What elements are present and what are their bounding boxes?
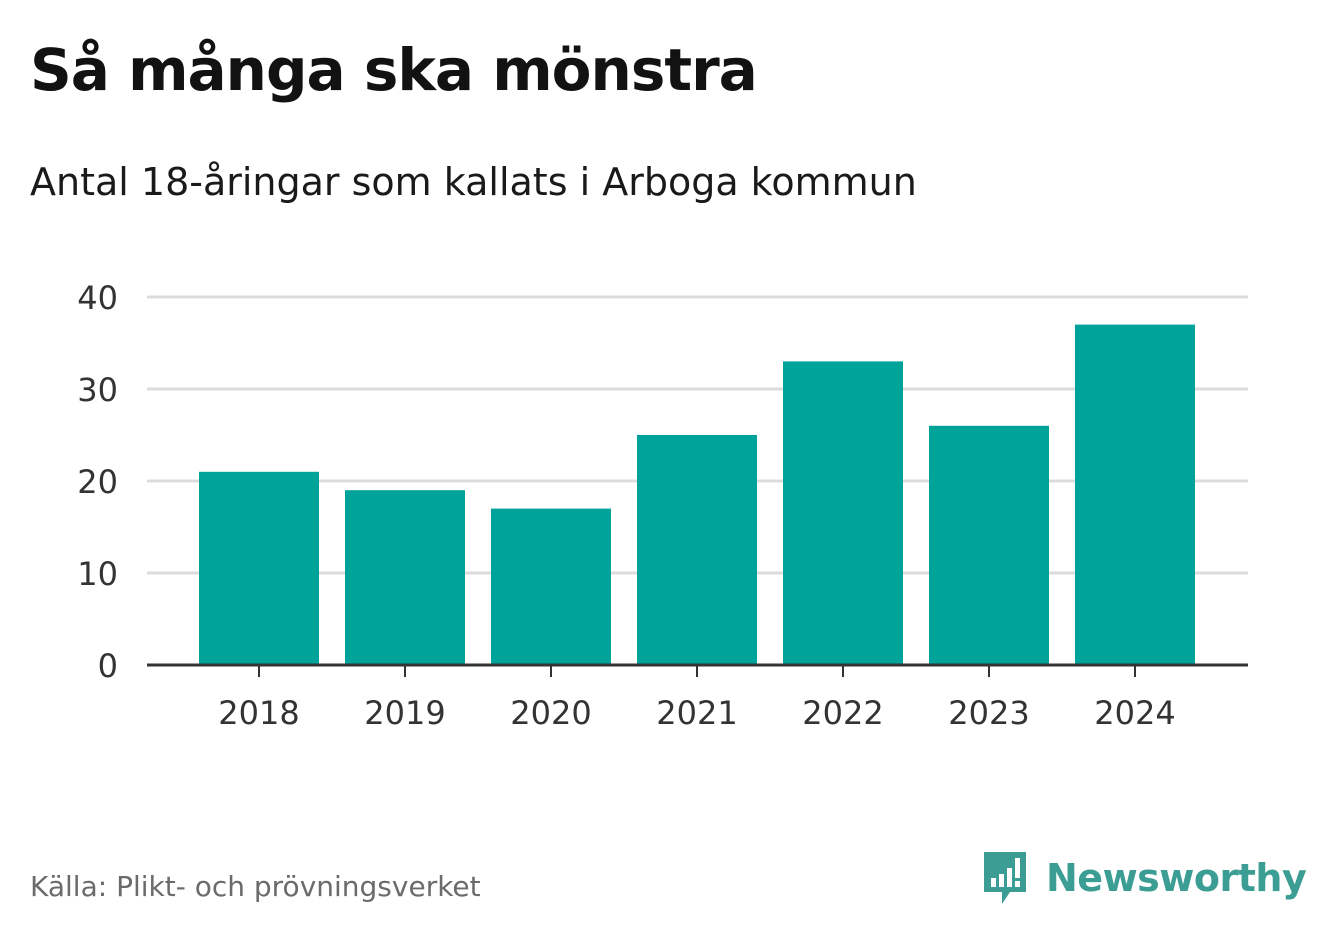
source-note: Källa: Plikt- och prövningsverket [30, 870, 481, 903]
bar-2023 [929, 425, 1049, 665]
x-tick-label: 2023 [948, 694, 1029, 732]
y-tick-label: 40 [77, 279, 118, 317]
y-tick-label: 10 [77, 555, 118, 593]
brand: Newsworthy [980, 848, 1307, 908]
newsworthy-logo-icon [984, 852, 1026, 904]
x-tick-label: 2021 [656, 694, 737, 732]
y-tick-label: 30 [77, 371, 118, 409]
brand-name: Newsworthy [1046, 856, 1307, 900]
x-tick-label: 2018 [218, 694, 299, 732]
chart-title: Så många ska mönstra [30, 36, 758, 104]
bar-2019 [345, 490, 465, 665]
bar-2024 [1075, 324, 1195, 665]
bar-2021 [637, 435, 757, 665]
y-tick-label: 0 [98, 647, 118, 685]
y-tick-label: 20 [77, 463, 118, 501]
x-tick-label: 2020 [510, 694, 591, 732]
x-tick-label: 2022 [802, 694, 883, 732]
bar-2018 [199, 471, 319, 665]
x-tick-label: 2019 [364, 694, 445, 732]
bar-2022 [783, 361, 903, 665]
bar-2020 [491, 508, 611, 665]
x-tick-label: 2024 [1094, 694, 1175, 732]
chart-subtitle: Antal 18-åringar som kallats i Arboga ko… [30, 160, 917, 204]
